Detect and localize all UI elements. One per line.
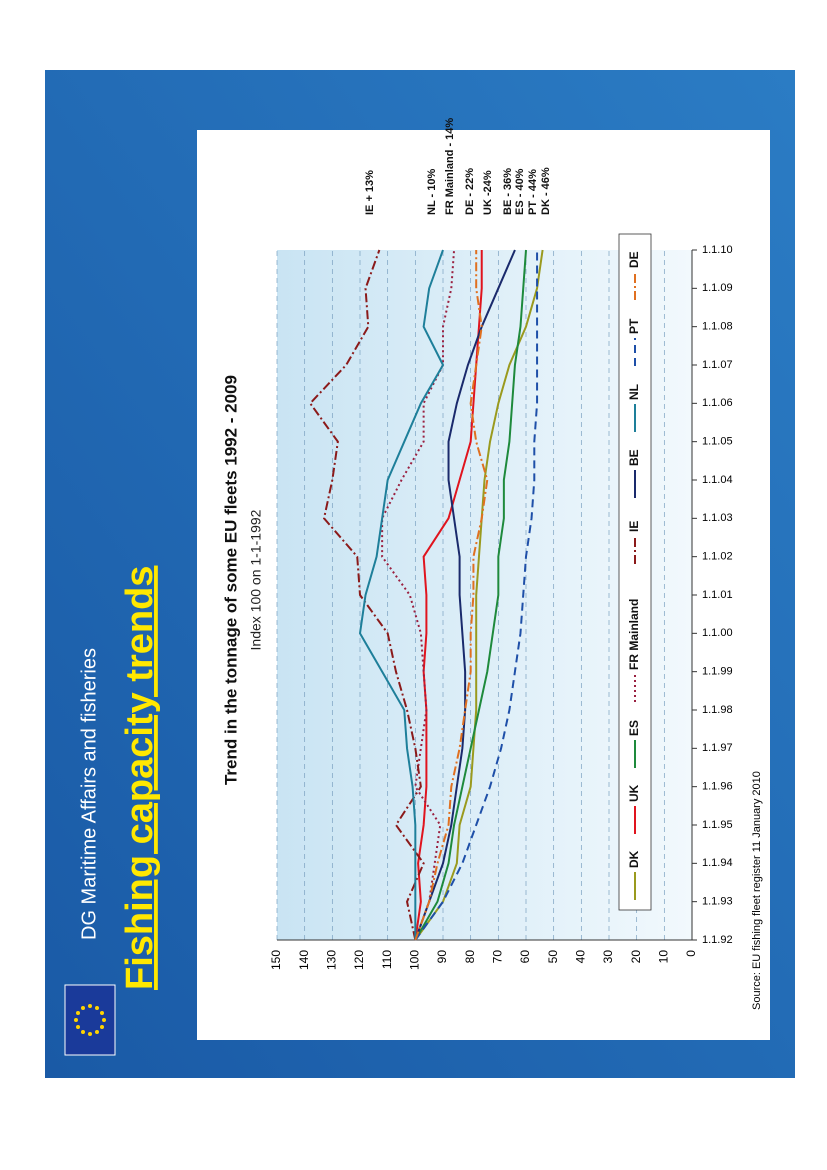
x-tick-label: 1.1.94 [702, 857, 733, 869]
series-line [414, 249, 516, 941]
slide: DG Maritime Affairs and fisheries Fishin… [45, 70, 795, 1078]
legend-label: FR Mainland [627, 599, 641, 670]
y-tick-label: 120 [352, 950, 366, 970]
source-note: Source: EU fishing fleet register 11 Jan… [751, 771, 763, 1010]
series-line [414, 250, 489, 941]
series-line [358, 249, 445, 940]
chart: Trend in the tonnage of some EU fleets 1… [221, 118, 762, 1010]
x-tick-label: 1.1.96 [702, 781, 733, 793]
x-tick-label: 1.1.04 [702, 474, 733, 486]
y-tick-label: 140 [297, 950, 311, 970]
chart-title: Trend in the tonnage of some EU fleets 1… [221, 375, 240, 785]
slide-title: Fishing capacity trends [119, 566, 161, 990]
series-line [414, 249, 527, 941]
x-tick-label: 1.1.97 [702, 742, 733, 754]
x-tick-label: 1.1.99 [702, 666, 733, 678]
x-tick-label: 1.1.92 [702, 934, 733, 946]
end-label: UK -24% [482, 170, 494, 215]
y-tick-label: 60 [518, 950, 532, 964]
legend-label: DK [627, 850, 641, 868]
legend-label: NL [627, 384, 641, 400]
legend [618, 233, 652, 911]
end-label: DE - 22% [464, 168, 476, 215]
y-tick-label: 100 [408, 950, 422, 970]
eu-flag [64, 984, 116, 1056]
x-tick-label: 1.1.05 [702, 436, 733, 448]
x-tick-label: 1.1.93 [702, 896, 733, 908]
end-label: BE - 36% [502, 168, 514, 215]
x-tick-label: 1.1.95 [702, 819, 733, 831]
flag-stars [74, 1004, 106, 1036]
end-label: FR Mainland - 14% [444, 118, 456, 215]
y-tick-label: 80 [463, 950, 477, 964]
y-tick-label: 10 [657, 950, 671, 964]
slide-header: DG Maritime Affairs and fisheries [78, 648, 100, 940]
end-label: IE + 13% [364, 170, 376, 215]
y-tick-label: 20 [629, 950, 643, 964]
x-tick-label: 1.1.02 [702, 551, 733, 563]
legend-label: DE [627, 251, 641, 268]
y-tick-label: 150 [269, 950, 283, 970]
legend-label: PT [627, 318, 641, 334]
series-line [414, 249, 544, 941]
y-tick-label: 50 [546, 950, 560, 964]
x-tick-label: 1.1.10 [702, 244, 733, 256]
legend-label: BE [627, 449, 641, 466]
legend-label: ES [627, 720, 641, 736]
x-tick-label: 1.1.01 [702, 589, 733, 601]
legend-label: UK [627, 784, 641, 802]
legend-label: IE [627, 521, 641, 532]
x-tick-label: 1.1.06 [702, 397, 733, 409]
end-label: DK - 46% [540, 167, 552, 215]
y-tick-label: 30 [601, 950, 615, 964]
y-tick-label: 130 [325, 950, 339, 970]
y-tick-label: 40 [574, 950, 588, 964]
series-line [414, 250, 539, 941]
plot-area [277, 250, 692, 940]
x-tick-label: 1.1.09 [702, 282, 733, 294]
x-tick-label: 1.1.03 [702, 512, 733, 524]
x-tick-label: 1.1.00 [702, 627, 733, 639]
end-label: NL - 10% [426, 169, 438, 215]
y-tick-label: 70 [491, 950, 505, 964]
end-label: ES - 40% [514, 168, 526, 215]
end-label: PT - 44% [527, 169, 539, 215]
x-tick-label: 1.1.08 [702, 321, 733, 333]
chart-subtitle: Index 100 on 1-1-1992 [248, 509, 264, 650]
x-tick-label: 1.1.07 [702, 359, 733, 371]
x-tick-label: 1.1.98 [702, 704, 733, 716]
y-tick-label: 110 [380, 950, 394, 969]
y-tick-label: 0 [684, 950, 698, 957]
series-line [308, 249, 425, 941]
y-tick-label: 90 [435, 950, 449, 964]
